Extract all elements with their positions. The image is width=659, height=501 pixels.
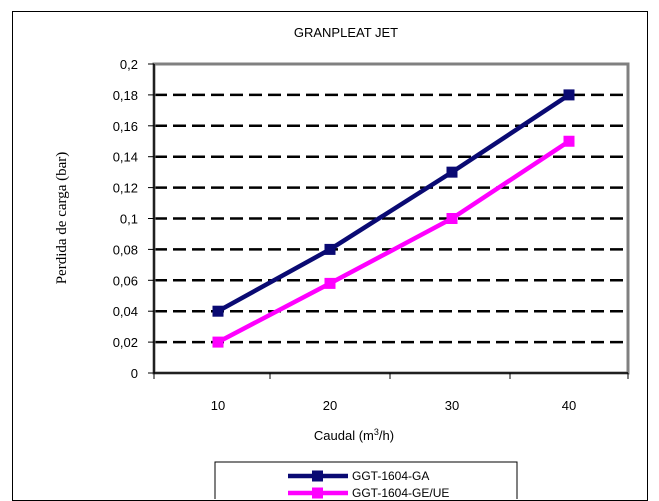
data-point <box>563 135 575 147</box>
y-axis-label: Perdida de carga (bar) <box>54 152 70 285</box>
data-point <box>446 213 458 224</box>
data-point <box>446 166 458 178</box>
x-tick-label: 20 <box>323 398 337 413</box>
x-tick-labels: 10 20 30 40 <box>211 398 576 413</box>
y-tick-label: 0 <box>131 366 138 381</box>
data-point <box>212 305 224 317</box>
chart-frame <box>12 11 648 501</box>
y-tick-label: 0,16 <box>113 119 138 134</box>
grid-lines <box>154 93 628 344</box>
x-tick-label: 30 <box>445 398 459 413</box>
series-layer <box>212 89 575 348</box>
y-tick-label: 0,08 <box>113 242 138 257</box>
y-tick-label: 0,06 <box>113 273 138 288</box>
data-point <box>324 277 336 289</box>
legend: GGT-1604-GA GGT-1604-GE/UE <box>214 461 518 499</box>
y-tick-label: 0,12 <box>113 181 138 196</box>
series-line <box>216 139 571 345</box>
series-1 <box>212 89 575 317</box>
series-2 <box>212 135 575 348</box>
x-axis-label-suffix: /h) <box>379 428 394 443</box>
y-tick-label: 0,2 <box>120 57 138 72</box>
legend-label: GGT-1604-GE/UE <box>352 486 449 499</box>
data-point <box>212 336 224 348</box>
y-tick-label: 0,02 <box>113 335 138 350</box>
y-tick-label: 0,14 <box>113 150 138 165</box>
data-point <box>324 243 336 255</box>
x-axis-label-main: Caudal (m <box>314 428 374 443</box>
legend-label: GGT-1604-GA <box>352 469 429 483</box>
data-point <box>563 89 575 101</box>
x-axis-label: Caudal (m3/h) <box>314 427 394 443</box>
chart-title: GRANPLEAT JET <box>294 25 398 40</box>
legend-box <box>214 461 518 499</box>
legend-swatch-marker <box>312 470 323 482</box>
x-axis-label-sup: 3 <box>374 427 379 437</box>
y-tick-labels: 0 0,02 0,04 0,06 0,08 0,1 0,12 0,14 0,16 0,18 0,2 <box>113 57 138 381</box>
y-tick-label: 0,04 <box>113 304 138 319</box>
y-tick-label: 0,18 <box>113 88 138 103</box>
axes <box>148 63 629 379</box>
series-line <box>216 93 571 314</box>
x-tick-label: 40 <box>562 398 576 413</box>
legend-swatch-marker <box>312 487 323 499</box>
y-tick-label: 0,1 <box>120 212 138 227</box>
x-tick-label: 10 <box>211 398 225 413</box>
